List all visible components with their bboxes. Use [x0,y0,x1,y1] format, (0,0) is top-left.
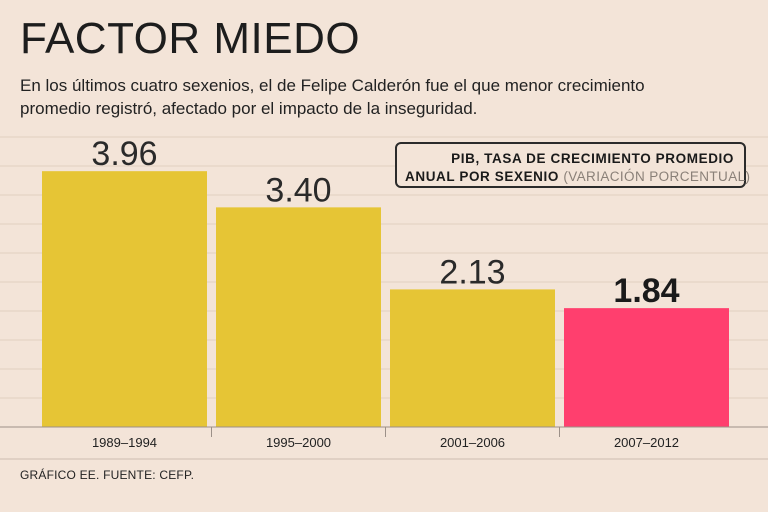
x-tick-label: 1989–1994 [92,435,157,450]
data-label: 3.96 [91,135,157,173]
x-tick-label: 1995–2000 [266,435,331,450]
page-title: FACTOR MIEDO [20,14,361,63]
legend-line-2-light: (VARIACIÓN PORCENTUAL) [563,169,751,184]
data-label: 1.84 [613,272,679,310]
x-tick-label: 2001–2006 [440,435,505,450]
bar-1989–1994 [42,171,207,427]
source-note: GRÁFICO EE. FUENTE: CEFP. [20,468,195,482]
data-label: 2.13 [439,253,505,291]
legend-line-2-bold: ANUAL POR SEXENIO [405,169,559,184]
bar-2007–2012 [564,308,729,427]
data-label: 3.40 [265,171,331,209]
chart-subtitle: En los últimos cuatro sexenios, el de Fe… [20,76,645,118]
bar-2001–2006 [390,289,555,427]
chart-legend: PIB, TASA DE CRECIMIENTO PROMEDIO ANUAL … [395,142,750,188]
legend-line-1: PIB, TASA DE CRECIMIENTO PROMEDIO [451,151,734,166]
x-tick-label: 2007–2012 [614,435,679,450]
bar-1995–2000 [216,207,381,427]
legend-line-2: ANUAL POR SEXENIO (VARIACIÓN PORCENTUAL) [405,168,750,186]
